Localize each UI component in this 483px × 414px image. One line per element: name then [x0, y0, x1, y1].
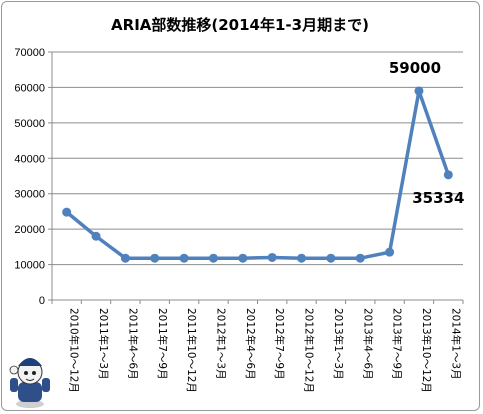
- data-label: 59000: [389, 59, 441, 77]
- x-tick-label: 2012年4～6月: [244, 308, 257, 380]
- data-point: [267, 252, 277, 262]
- x-tick-label: 2013年10～12月: [420, 308, 433, 393]
- axes: [51, 52, 463, 301]
- x-tick-label: 2012年1～3月: [214, 308, 227, 380]
- x-tick-label: 2010年10～12月: [68, 308, 81, 393]
- mascot-character-icon: [9, 358, 50, 408]
- x-tick-label: 2011年1～3月: [97, 308, 110, 380]
- data-point: [443, 170, 453, 180]
- data-point: [355, 253, 365, 263]
- data-point: [326, 253, 336, 263]
- data-point: [120, 253, 130, 263]
- x-tick-label: 2012年7～9月: [273, 308, 286, 380]
- x-tick-label: 2013年7～9月: [391, 308, 404, 380]
- y-tick-label: 60000: [14, 82, 45, 94]
- data-point: [414, 86, 424, 96]
- y-tick-label: 30000: [14, 189, 45, 201]
- data-points: [62, 86, 453, 263]
- data-labels: 59000 35334: [389, 59, 465, 207]
- y-tick-label: 50000: [14, 118, 45, 130]
- x-tick-label: 2011年7～9月: [156, 308, 169, 380]
- x-tick-label: 2012年10～12月: [303, 308, 316, 393]
- y-tick-label: 0: [39, 295, 45, 307]
- x-tick-label: 2011年4～6月: [126, 308, 139, 380]
- data-point: [208, 253, 218, 263]
- data-point: [238, 253, 248, 263]
- y-tick-label: 40000: [14, 153, 45, 165]
- series-line-path: [65, 89, 450, 260]
- x-tick-label: 2014年1～3月: [449, 308, 462, 380]
- data-point: [150, 253, 160, 263]
- series-line: [65, 89, 450, 260]
- data-point: [297, 253, 307, 263]
- x-tick-label: 2013年1～3月: [332, 308, 345, 380]
- x-tick-label: 2011年10～12月: [185, 308, 198, 393]
- y-axis-ticks: 0 10000 20000 30000 40000 50000 60000 70000: [14, 47, 52, 307]
- x-tick-label: 2013年4～6月: [361, 308, 374, 380]
- data-point: [385, 247, 395, 257]
- data-point: [62, 207, 72, 217]
- data-point: [91, 231, 101, 241]
- data-label: 35334: [412, 189, 464, 207]
- data-point: [179, 253, 189, 263]
- y-tick-label: 20000: [14, 224, 45, 236]
- y-tick-label: 70000: [14, 47, 45, 59]
- grid-lines: [52, 51, 463, 266]
- y-tick-label: 10000: [14, 260, 45, 272]
- x-axis-ticks: 2010年10～12月 2011年1～3月 2011年4～6月 2011年7～9月 20…: [51, 300, 464, 393]
- chart-title: ARIA部数推移(2014年1-3月期まで): [111, 16, 369, 34]
